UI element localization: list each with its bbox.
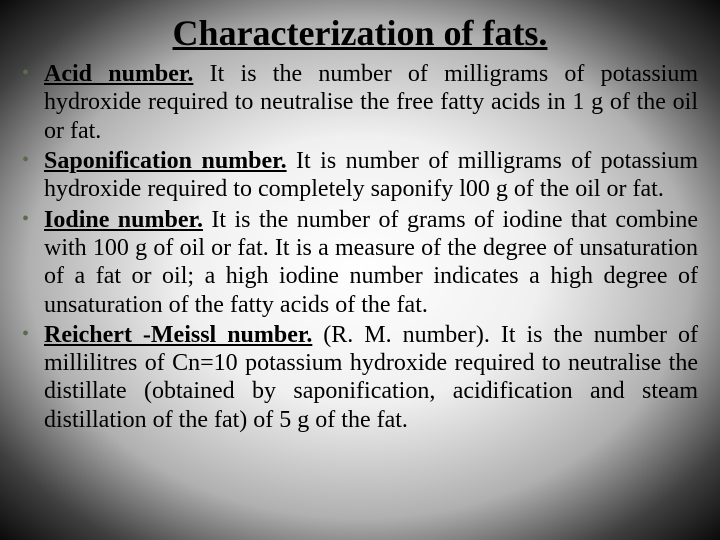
bullet-body: Saponification number. It is number of m… xyxy=(44,147,698,204)
term-label: Acid number. xyxy=(44,61,193,87)
list-item: • Iodine number. It is the number of gra… xyxy=(22,206,698,319)
slide-content: • Acid number. It is the number of milli… xyxy=(22,60,698,434)
term-label: Iodine number. xyxy=(44,207,203,233)
list-item: • Saponification number. It is number of… xyxy=(22,147,698,204)
slide-title: Characterization of fats. xyxy=(22,12,698,54)
bullet-marker-icon: • xyxy=(22,147,44,204)
bullet-marker-icon: • xyxy=(22,321,44,434)
bullet-body: Iodine number. It is the number of grams… xyxy=(44,206,698,319)
bullet-marker-icon: • xyxy=(22,60,44,145)
bullet-body: Acid number. It is the number of milligr… xyxy=(44,60,698,145)
term-label: Saponification number. xyxy=(44,148,287,174)
list-item: • Reichert -Meissl number. (R. M. number… xyxy=(22,321,698,434)
bullet-body: Reichert -Meissl number. (R. M. number).… xyxy=(44,321,698,434)
bullet-marker-icon: • xyxy=(22,206,44,319)
list-item: • Acid number. It is the number of milli… xyxy=(22,60,698,145)
term-label: Reichert -Meissl number. xyxy=(44,322,312,348)
